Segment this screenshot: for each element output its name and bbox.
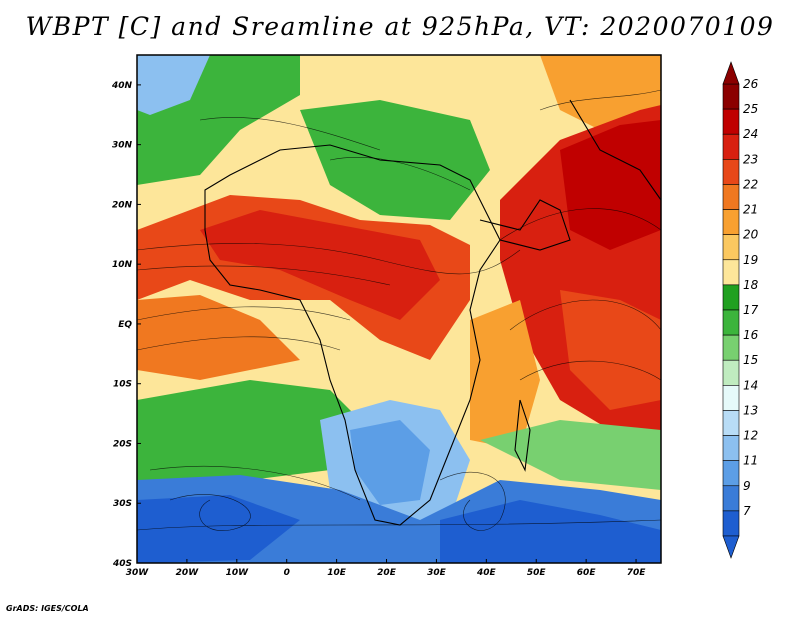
lat-tick-label: EQ (118, 320, 132, 330)
lat-tick-label: 40S (112, 559, 132, 569)
colorbar-segment (722, 410, 740, 436)
colorbar-label: 24 (743, 127, 758, 141)
colorbar-segment (722, 83, 740, 110)
colorbar-label: 16 (743, 328, 759, 342)
colorbar-max-arrow (722, 61, 740, 85)
map-title: WBPT [C] and Sreamline at 925hPa, VT: 20… (25, 12, 775, 41)
colorbar-label: 15 (743, 353, 758, 367)
colorbar-segment (722, 108, 740, 135)
colorbar-segment (722, 385, 740, 411)
colorbar-label: 14 (743, 378, 758, 392)
lon-tick-label: 30W (126, 568, 150, 578)
colorbar-label: 13 (743, 403, 758, 417)
lat-tick-label: 30N (112, 141, 133, 151)
colorbar-segment (722, 435, 740, 461)
colorbar-segment (722, 209, 740, 235)
lon-tick-label: 60E (577, 568, 597, 578)
colorbar-label: 25 (743, 102, 758, 116)
lat-tick-label: 20S (113, 439, 132, 449)
lat-tick-label: 10S (113, 380, 132, 390)
colorbar-label: 17 (743, 303, 759, 317)
wbpt-shaded-field (137, 55, 661, 563)
lon-tick-label: 40E (476, 568, 497, 578)
colorbar-label: 26 (743, 77, 759, 91)
lon-tick-label: 10E (327, 568, 347, 578)
colorbar-label: 21 (743, 203, 758, 217)
colorbar-segment (722, 284, 740, 311)
colorbar-segment (722, 259, 740, 286)
colorbar-segment (722, 485, 740, 512)
plot-frame (136, 54, 662, 564)
lon-tick-label: 70E (627, 568, 647, 578)
colorbar-label: 22 (743, 177, 758, 191)
lon-tick-label: 10W (226, 568, 250, 578)
longitude-tick-labels: 30W 20W 10W 0 10E 20E 30E 40E 50E 60E 70E (126, 559, 646, 578)
colorbar-label: 9 (743, 479, 751, 493)
colorbar-segment (722, 334, 740, 361)
lat-tick-label: 30S (113, 499, 132, 509)
colorbar-label: 19 (743, 253, 758, 267)
lat-tick-label: 20N (112, 200, 133, 210)
colorbar-segment (722, 133, 740, 160)
colorbar-segment (722, 460, 740, 487)
colorbar-label: 20 (743, 228, 759, 242)
colorbar-min-arrow (722, 535, 740, 559)
colorbar-segment (722, 184, 740, 210)
lon-tick-label: 50E (527, 568, 547, 578)
lon-tick-label: 30E (427, 568, 447, 578)
lon-tick-label: 20E (377, 568, 397, 578)
colorbar-segment (722, 359, 740, 386)
lat-tick-label: 40N (111, 81, 133, 91)
latitude-tick-labels: 40N 30N 20N 10N EQ 10S 20S 30S 40S (111, 81, 141, 569)
colorbar-segment (722, 159, 740, 185)
colorbar-label: 11 (743, 454, 758, 468)
grads-credit: GrADS: IGES/COLA (6, 604, 89, 613)
lon-tick-label: 0 (284, 568, 290, 578)
colorbar-label: 18 (743, 278, 759, 292)
colorbar-segment (722, 510, 740, 537)
colorbar-label: 7 (743, 504, 751, 518)
colorbar-label: 23 (743, 152, 758, 166)
colorbar-segment (722, 234, 740, 261)
lon-tick-label: 20W (176, 568, 200, 578)
lat-tick-label: 10N (112, 260, 133, 270)
colorbar-label: 12 (743, 429, 758, 443)
coastlines (204, 99, 661, 526)
colorbar: 26 25 24 23 22 21 20 19 18 17 16 15 14 13 12 11 9 7 (722, 61, 759, 559)
colorbar-segment (722, 309, 740, 336)
